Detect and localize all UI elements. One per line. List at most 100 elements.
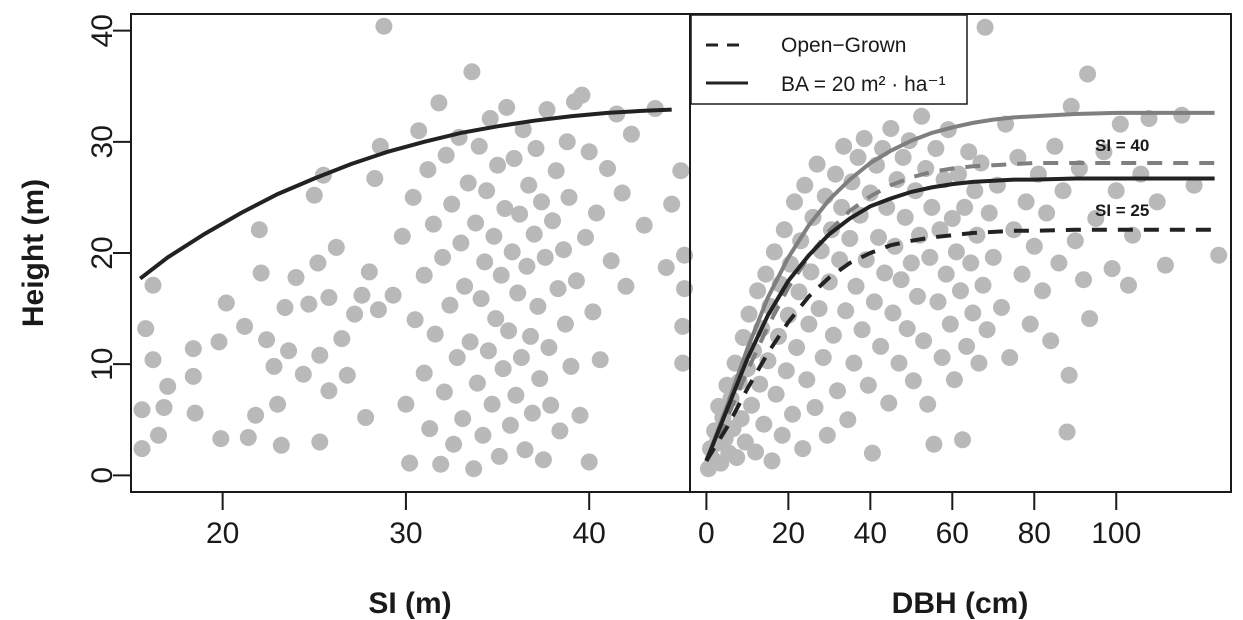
- data-point: [327, 238, 345, 256]
- data-point: [406, 311, 424, 329]
- data-point: [927, 140, 945, 157]
- data-point: [492, 266, 510, 284]
- data-point: [155, 399, 173, 416]
- data-point: [544, 212, 561, 230]
- data-point: [536, 248, 554, 266]
- x-tick-label: 40: [854, 517, 887, 550]
- right-x-axis-title: DBH (cm): [892, 587, 1029, 620]
- data-point: [478, 182, 496, 200]
- data-point: [360, 263, 378, 281]
- series-line-dashed: [704, 161, 1215, 462]
- data-point: [931, 221, 949, 239]
- data-point: [186, 404, 204, 422]
- data-point: [448, 349, 466, 366]
- series-line-dashed: [704, 227, 1215, 462]
- data-point: [849, 148, 867, 166]
- left-x-axis-title: SI (m): [368, 587, 451, 620]
- data-point: [972, 154, 990, 172]
- data-point: [1062, 97, 1080, 115]
- data-point: [159, 377, 177, 395]
- data-point: [802, 263, 820, 281]
- data-point: [461, 333, 479, 351]
- data-point: [419, 161, 437, 179]
- data-point: [384, 286, 402, 304]
- data-point: [845, 354, 863, 372]
- data-point: [622, 125, 640, 143]
- data-point: [404, 188, 422, 206]
- data-point: [571, 406, 589, 424]
- data-point: [435, 383, 453, 401]
- data-point: [855, 130, 873, 147]
- data-point: [366, 170, 384, 187]
- data-point: [217, 294, 235, 312]
- data-point: [818, 426, 836, 444]
- data-point: [346, 305, 364, 323]
- data-point: [498, 98, 516, 116]
- data-point: [280, 342, 298, 360]
- data-point: [309, 254, 327, 272]
- data-point: [133, 401, 151, 419]
- data-point: [788, 339, 806, 356]
- data-point: [518, 257, 536, 275]
- data-point: [430, 94, 448, 112]
- data-point: [617, 277, 635, 295]
- data-point: [929, 293, 947, 311]
- data-point: [958, 337, 976, 355]
- series-line-solid: [704, 110, 1215, 462]
- data-point: [470, 137, 488, 155]
- data-point: [843, 173, 861, 191]
- data-point: [580, 453, 598, 471]
- data-point: [765, 243, 783, 261]
- data-point: [1148, 193, 1166, 211]
- x-tick-label: 20: [772, 517, 805, 550]
- data-point: [432, 455, 450, 473]
- data-point: [833, 198, 851, 216]
- data-point: [437, 146, 455, 164]
- data-point: [863, 444, 881, 462]
- data-point: [872, 337, 890, 355]
- data-point: [880, 394, 898, 412]
- data-point: [1005, 221, 1023, 239]
- data-point: [509, 284, 527, 302]
- data-point: [859, 376, 877, 394]
- data-point: [1038, 204, 1056, 222]
- data-point: [507, 386, 525, 404]
- data-point: [740, 305, 758, 323]
- y-tick-label: 10: [86, 348, 119, 381]
- series-line-solid: [704, 176, 1215, 462]
- data-point: [663, 195, 681, 213]
- data-point: [1021, 315, 1039, 333]
- data-point: [468, 374, 486, 392]
- data-point: [1120, 276, 1137, 294]
- data-point: [496, 200, 514, 217]
- data-point: [806, 399, 824, 416]
- data-point: [1066, 232, 1084, 250]
- data-point: [734, 329, 752, 346]
- data-point: [964, 304, 982, 322]
- data-point: [759, 352, 777, 370]
- data-point: [728, 449, 746, 466]
- data-point: [424, 215, 442, 233]
- data-point: [798, 371, 816, 389]
- data-point: [555, 241, 572, 259]
- data-point: [443, 195, 461, 213]
- data-point: [523, 404, 541, 422]
- data-point: [573, 86, 591, 104]
- data-point: [472, 290, 490, 308]
- data-point: [919, 395, 937, 413]
- y-axis-title: Height (m): [17, 179, 50, 327]
- data-point: [311, 346, 329, 364]
- y-tick-label: 20: [86, 236, 119, 269]
- data-point: [884, 304, 902, 322]
- data-point: [853, 321, 871, 339]
- data-point: [814, 349, 832, 366]
- data-point: [265, 357, 283, 375]
- data-point: [415, 364, 433, 382]
- data-point: [732, 410, 750, 428]
- data-point: [236, 317, 254, 335]
- left-panel: 20 30 40 0 10 20 30 40: [86, 14, 693, 550]
- x-tick-label: 30: [389, 517, 422, 550]
- data-point: [672, 162, 690, 180]
- data-point: [212, 430, 230, 448]
- data-point: [960, 143, 978, 161]
